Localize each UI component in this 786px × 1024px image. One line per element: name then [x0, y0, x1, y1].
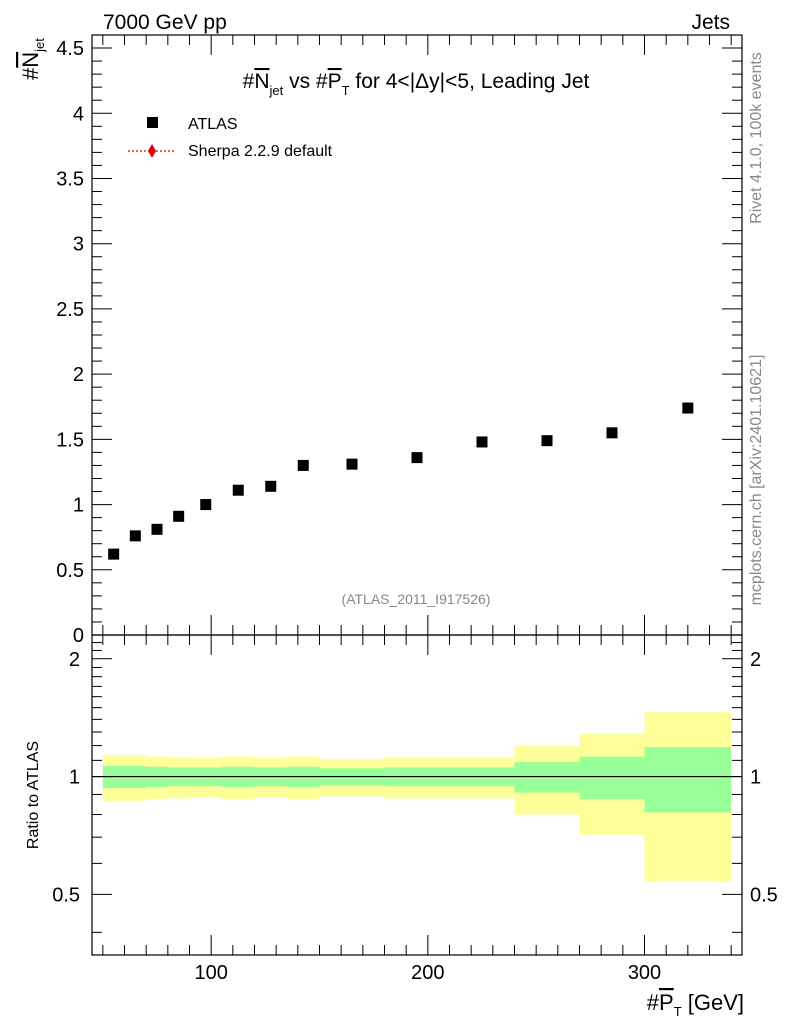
atlas-data-point: [173, 510, 185, 522]
atlas-data-point: [346, 458, 358, 470]
atlas-data-point: [265, 480, 277, 492]
atlas-data-point: [232, 484, 244, 496]
x-axis-label: #PT [GeV]: [647, 990, 744, 1019]
ratio-tick-label-right: 0.5: [750, 884, 778, 906]
x-tick-label: 200: [411, 962, 444, 984]
y-tick-label: 1.5: [56, 429, 84, 451]
x-axis-ticks: [102, 35, 732, 955]
ratio-axis-tick-labels: 0.5 0.5 1 1 2 2: [52, 649, 778, 907]
y-tick-label: 0.5: [56, 560, 84, 582]
y-tick-label: 2: [73, 364, 84, 386]
ratio-inner-band-11: [514, 761, 580, 793]
legend-atlas-label: ATLAS: [188, 116, 238, 133]
ratio-tick-label-left: 1: [69, 767, 80, 789]
ratio-inner-band-12: [579, 756, 645, 800]
atlas-data-point: [108, 548, 120, 560]
rivet-version-label: Rivet 4.1.0, 100k events: [748, 52, 765, 224]
main-axis-ticks: [92, 34, 742, 636]
atlas-data-point: [129, 530, 141, 542]
y-axis-tick-labels: 0 0.5 1 1.5 2 2.5 3 3.5 4 4.5: [56, 38, 84, 647]
legend-sherpa-marker: [148, 144, 156, 158]
atlas-data-point: [151, 523, 163, 535]
energy-label: 7000 GeV pp: [103, 11, 227, 34]
mcplots-source-label: mcplots.cern.ch [arXiv:2401.10621]: [748, 355, 765, 606]
y-tick-label: 2.5: [56, 299, 84, 321]
x-tick-label: 300: [628, 962, 661, 984]
ratio-panel-frame: [91, 634, 743, 956]
atlas-data-point: [541, 435, 553, 447]
ratio-tick-label-left: 0.5: [52, 884, 80, 906]
atlas-data-point: [476, 436, 488, 448]
atlas-data-point: [297, 459, 309, 471]
ratio-uncertainty-bands: [102, 712, 732, 882]
legend-sherpa-label: Sherpa 2.2.9 default: [188, 143, 333, 160]
ratio-tick-label-right: 2: [750, 649, 761, 671]
ratio-tick-label-left: 2: [69, 649, 80, 671]
y-tick-label: 4.5: [56, 38, 84, 60]
y-tick-label: 4: [73, 103, 84, 125]
x-tick-label: 100: [194, 962, 227, 984]
chart-title: #Njet vs #PT for 4<|Δy|<5, Leading Jet: [243, 70, 590, 98]
analysis-id-label: (ATLAS_2011_I917526): [342, 591, 491, 607]
y-tick-label: 0: [73, 625, 84, 647]
category-label: Jets: [691, 11, 730, 34]
atlas-data-points: [108, 402, 694, 560]
y-tick-label: 3: [73, 234, 84, 256]
y-tick-label: 3.5: [56, 168, 84, 190]
atlas-data-point: [411, 452, 423, 464]
ratio-y-axis-label: Ratio to ATLAS: [25, 741, 42, 849]
legend: ATLAS Sherpa 2.2.9 default: [128, 116, 333, 160]
atlas-data-point: [606, 427, 618, 439]
ratio-tick-label-right: 1: [750, 767, 761, 789]
atlas-data-point: [682, 402, 694, 414]
y-axis-label: #Njet: [18, 38, 47, 80]
y-tick-label: 1: [73, 495, 84, 517]
atlas-data-point: [200, 499, 212, 511]
ratio-inner-band-13: [644, 747, 732, 813]
legend-atlas-marker: [147, 117, 158, 128]
x-axis-tick-labels: 100 200 300: [194, 962, 661, 984]
